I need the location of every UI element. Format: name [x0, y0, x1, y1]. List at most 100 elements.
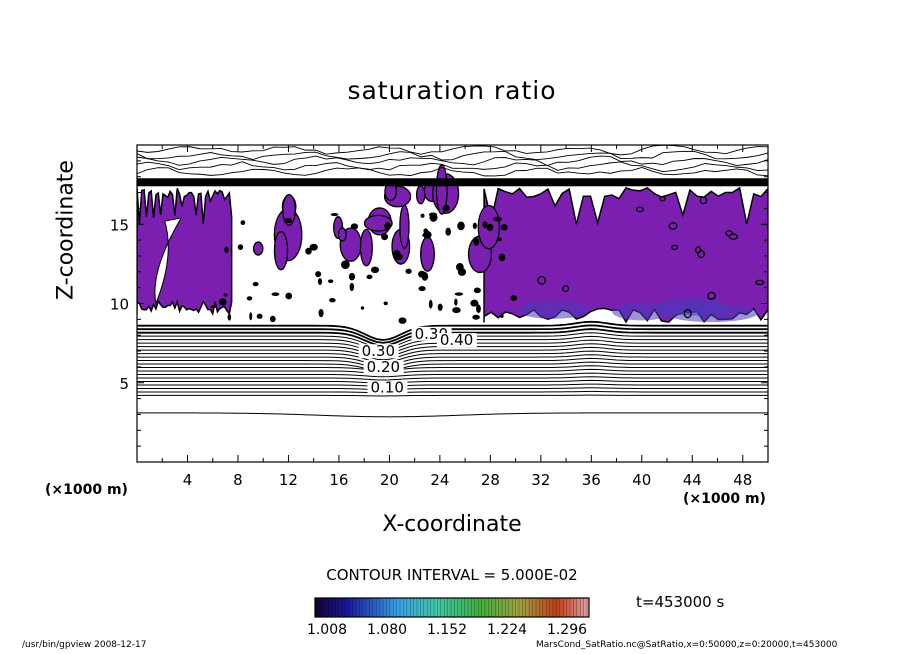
contour-blob	[473, 287, 481, 294]
x-tick-label: 28	[481, 471, 500, 489]
contour-blob	[500, 224, 508, 231]
subsat-pocket	[154, 217, 183, 306]
contour-line	[137, 394, 768, 397]
contour-blob	[697, 250, 705, 259]
contour-line	[137, 390, 768, 394]
contour-blob	[305, 247, 312, 255]
colorbar-gradient	[315, 598, 589, 617]
contour-blob	[423, 228, 429, 234]
contour-blob	[224, 246, 229, 253]
high-ratio-patch	[664, 304, 758, 323]
chart-title: saturation ratio	[347, 76, 557, 105]
contour-label: 0.30	[362, 342, 395, 360]
contour-blob	[728, 233, 738, 240]
contour-blob	[510, 295, 518, 301]
contour-blob	[381, 233, 389, 241]
contour-blob	[476, 304, 481, 314]
contour-blob	[384, 221, 392, 231]
contour-line	[137, 387, 768, 391]
contour-blob	[405, 268, 412, 274]
contour-blob	[383, 301, 388, 306]
contour-line	[137, 376, 768, 381]
contour-line-upper	[137, 161, 768, 172]
contour-blob	[428, 299, 433, 309]
contour-blob	[348, 272, 356, 281]
contour-blob	[210, 305, 216, 309]
contour-label: 0.20	[367, 358, 400, 376]
contour-blob	[497, 237, 502, 242]
colorbar-tick-label: 1.152	[427, 622, 467, 638]
contour-line	[137, 354, 768, 366]
contour-blob	[309, 243, 318, 251]
contour-blob	[470, 299, 479, 307]
contour-blob	[271, 292, 280, 297]
contour-line	[137, 320, 768, 341]
contour-blob	[285, 292, 293, 300]
colorbar-frame	[314, 597, 590, 618]
time-label: t=453000 s	[636, 593, 725, 611]
contour-blob	[683, 308, 692, 319]
x-tick-label: 20	[380, 471, 399, 489]
contour-label: 0.40	[440, 331, 473, 349]
x-tick-label: 16	[329, 471, 348, 489]
contour-blob	[472, 314, 480, 320]
contour-blob	[360, 306, 365, 310]
contour-blob	[219, 298, 227, 306]
supersat-streak	[359, 228, 373, 267]
contour-line-upper	[137, 150, 768, 161]
contour-blob	[457, 221, 465, 231]
x-tick-label: 24	[430, 471, 449, 489]
contour-line	[137, 368, 768, 375]
contour-line-upper	[137, 166, 768, 177]
x-tick-label: 12	[279, 471, 298, 489]
contour-blob	[341, 260, 350, 270]
contour-blob	[237, 244, 244, 250]
contour-line	[137, 383, 768, 387]
contour-interval-label: CONTOUR INTERVAL = 5.000E-02	[326, 566, 578, 584]
contour-line	[137, 346, 768, 361]
x-tick-label: 4	[183, 471, 193, 489]
contour-line	[137, 379, 768, 384]
y-axis-label: Z-coordinate	[53, 160, 79, 300]
contour-blob	[370, 266, 380, 274]
contour-blob	[317, 278, 323, 285]
contour-blob	[500, 313, 504, 319]
supersat-streak	[415, 185, 426, 205]
colorbar-tick-label: 1.080	[367, 622, 407, 638]
colorbar-tick-label: 1.224	[487, 622, 527, 638]
contour-blob	[256, 313, 263, 319]
x-tick-label: 44	[683, 471, 702, 489]
contour-blob	[486, 223, 494, 232]
contour-blob	[350, 223, 359, 230]
supersat-region	[137, 187, 233, 317]
contour-blob	[398, 317, 407, 324]
contour-blob	[428, 212, 438, 217]
contour-line-upper	[137, 155, 768, 167]
contour-line	[137, 350, 768, 364]
contour-blob	[349, 282, 355, 292]
x-tick-label: 8	[233, 471, 243, 489]
y-tick-label: 5	[119, 375, 129, 393]
supersat-streak	[420, 236, 435, 272]
contour-line-upper	[137, 145, 768, 156]
contour-blob	[227, 313, 232, 321]
contour-blob	[454, 298, 458, 306]
contour-blob	[366, 274, 373, 280]
contour-blob	[252, 281, 259, 287]
x-axis-label: X-coordinate	[382, 512, 522, 537]
supersat-region	[483, 186, 768, 324]
contour-blob	[473, 237, 480, 246]
contour-blob	[246, 296, 253, 301]
contour-blob	[454, 292, 464, 296]
colorbar-tick-label: 1.008	[307, 622, 347, 638]
contour-blob	[498, 253, 506, 262]
x-tick-label: 40	[632, 471, 651, 489]
high-ratio-patch	[517, 300, 590, 319]
footer-source: MarsCond_SatRatio.nc@SatRatio,x=0:50000,…	[536, 640, 838, 650]
contour-line	[137, 372, 768, 378]
supersat-streak	[435, 164, 448, 215]
supersat-streak	[337, 227, 347, 242]
contour-blob	[249, 312, 253, 321]
y-tick-label: 10	[110, 296, 129, 314]
